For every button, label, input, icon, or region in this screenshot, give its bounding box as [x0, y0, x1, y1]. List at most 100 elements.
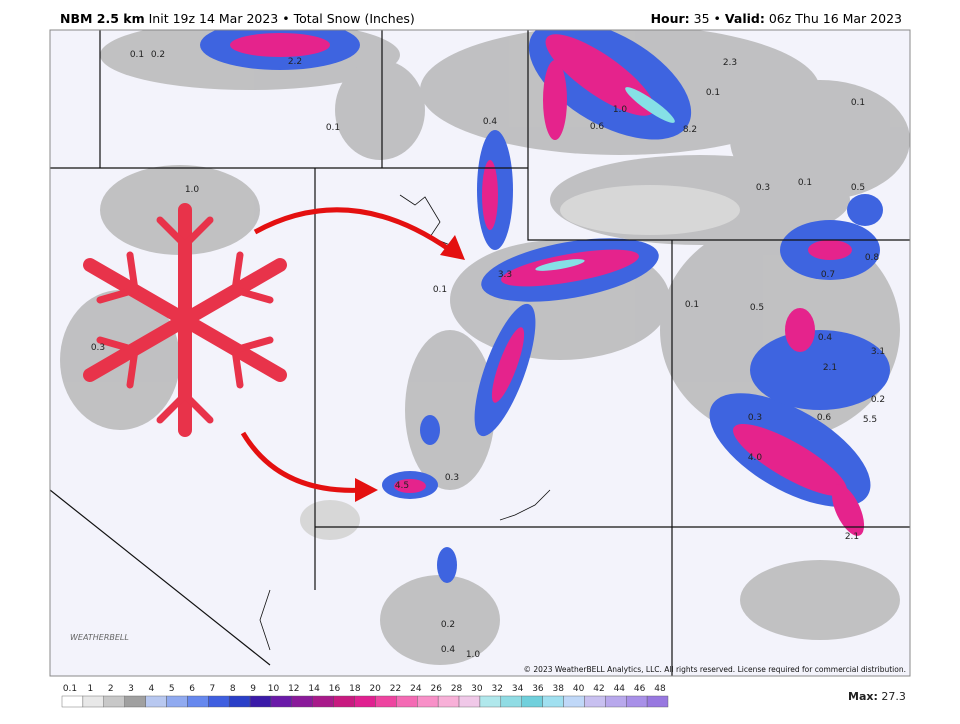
colorbar-label: 3 — [128, 684, 134, 694]
max: Max: 27.3 — [848, 690, 906, 703]
colorbar-swatch — [145, 695, 167, 708]
colorbar-swatch — [542, 695, 564, 708]
colorbar-swatch — [479, 695, 502, 708]
colorbar-swatch — [626, 695, 648, 708]
map-label: 0.5 — [750, 303, 764, 313]
valid: Hour: 35 • Valid: 06z Thu 16 Mar 2023 — [651, 11, 902, 26]
colorbar-swatch — [187, 695, 209, 708]
colorbar-swatch — [166, 695, 188, 708]
colorbar-label: 42 — [593, 684, 604, 694]
colorbar-label: 34 — [512, 684, 524, 694]
map-label: 0.1 — [433, 285, 447, 295]
map-label: 3.3 — [498, 270, 512, 280]
map-label: 0.1 — [706, 88, 720, 98]
colorbar-swatch — [417, 695, 439, 708]
map-label: 8.2 — [683, 125, 697, 135]
colorbar-label: 1 — [87, 684, 93, 694]
colorbar-swatch — [249, 695, 272, 708]
colorbar-swatch — [458, 695, 481, 708]
map-label: 3.1 — [871, 347, 885, 357]
colorbar-label: 2 — [108, 684, 114, 694]
map-label: 0.3 — [91, 343, 105, 353]
colorbar-swatch — [124, 695, 146, 708]
map-label: 0.1 — [130, 50, 144, 60]
map-label: 0.6 — [817, 413, 832, 423]
map-label: 2.1 — [845, 532, 859, 542]
colorbar-swatch — [291, 695, 313, 708]
map-label: 0.5 — [851, 183, 865, 193]
colorbar-label: 6 — [189, 684, 195, 694]
colorbar-label: 16 — [329, 684, 341, 694]
title: NBM 2.5 km Init 19z 14 Mar 2023 • Total … — [60, 11, 415, 26]
colorbar-swatch — [312, 695, 334, 708]
map-label: 4.0 — [748, 453, 763, 463]
map-label: 2.3 — [723, 58, 737, 68]
map-label: 0.1 — [685, 300, 699, 310]
colorbar-swatch — [354, 695, 376, 708]
colorbar-label: 14 — [308, 684, 320, 694]
map-label: 0.8 — [865, 253, 880, 263]
colorbar-swatch — [396, 695, 418, 708]
colorbar-swatch — [584, 695, 606, 708]
map-label: 0.1 — [851, 98, 865, 108]
colorbar-label: 46 — [634, 684, 646, 694]
colorbar-swatch — [333, 695, 355, 708]
map-label: 0.4 — [483, 117, 498, 127]
map-label: 0.1 — [326, 123, 340, 133]
colorbar-label: 24 — [410, 684, 422, 694]
map-label: 0.3 — [748, 413, 762, 423]
colorbar-label: 10 — [268, 684, 280, 694]
colorbar-label: 20 — [369, 684, 381, 694]
colorbar-swatch — [228, 695, 251, 708]
colorbar-swatch — [437, 695, 460, 708]
map-label: 1.0 — [613, 105, 628, 115]
colorbar-swatch — [208, 695, 230, 708]
colorbar-swatch — [82, 695, 104, 708]
colorbar-label: 22 — [390, 684, 401, 694]
map-label: 0.2 — [441, 620, 455, 630]
colorbar-label: 26 — [430, 684, 442, 694]
map-label: 1.0 — [466, 650, 481, 660]
colorbar-label: 8 — [230, 684, 236, 694]
colorbar-label: 48 — [654, 684, 666, 694]
colorbar-label: 32 — [492, 684, 503, 694]
map-label: 2.1 — [823, 363, 837, 373]
map-label: 0.4 — [441, 645, 456, 655]
colorbar-label: 30 — [471, 684, 483, 694]
colorbar-swatch — [646, 695, 669, 708]
map-label: 0.1 — [798, 178, 812, 188]
colorbar-swatch — [270, 695, 293, 708]
colorbar-label: 44 — [614, 684, 626, 694]
colorbar-swatch — [563, 695, 585, 708]
map-label: 5.5 — [863, 415, 877, 425]
colorbar-label: 5 — [169, 684, 175, 694]
map-label: 0.3 — [445, 473, 459, 483]
colorbar-label: 7 — [210, 684, 216, 694]
copyright: © 2023 WeatherBELL Analytics, LLC. All r… — [524, 665, 906, 674]
colorbar-label: 38 — [553, 684, 565, 694]
colorbar-swatch — [500, 695, 522, 708]
map-label: 0.3 — [756, 183, 770, 193]
map-label: 0.2 — [871, 395, 885, 405]
colorbar-label: 4 — [149, 684, 155, 694]
colorbar-label: 40 — [573, 684, 585, 694]
colorbar-swatch — [605, 695, 627, 708]
map-label: 4.5 — [395, 481, 409, 491]
colorbar-swatch — [521, 695, 543, 708]
snowflake-icon — [83, 203, 287, 437]
colorbar-label: 18 — [349, 684, 361, 694]
colorbar-swatch — [61, 695, 84, 708]
colorbar-label: 0.1 — [63, 684, 77, 694]
colorbar-label: 36 — [532, 684, 544, 694]
colorbar-label: 12 — [288, 684, 299, 694]
logo: WEATHERBELL — [70, 633, 129, 642]
map-label: 1.0 — [185, 185, 200, 195]
colorbar-label: 9 — [250, 684, 256, 694]
map: 0.1 0.2 2.2 0.1 1.0 0.4 0.6 1.0 8.2 2.3 0.1 0.1 0.3 0… — [50, 30, 910, 676]
colorbar-swatch — [103, 695, 125, 708]
map-label: 0.2 — [151, 50, 165, 60]
map-label: 2.2 — [288, 57, 302, 67]
map-label: 0.6 — [590, 122, 605, 132]
map-label: 0.7 — [821, 270, 835, 280]
